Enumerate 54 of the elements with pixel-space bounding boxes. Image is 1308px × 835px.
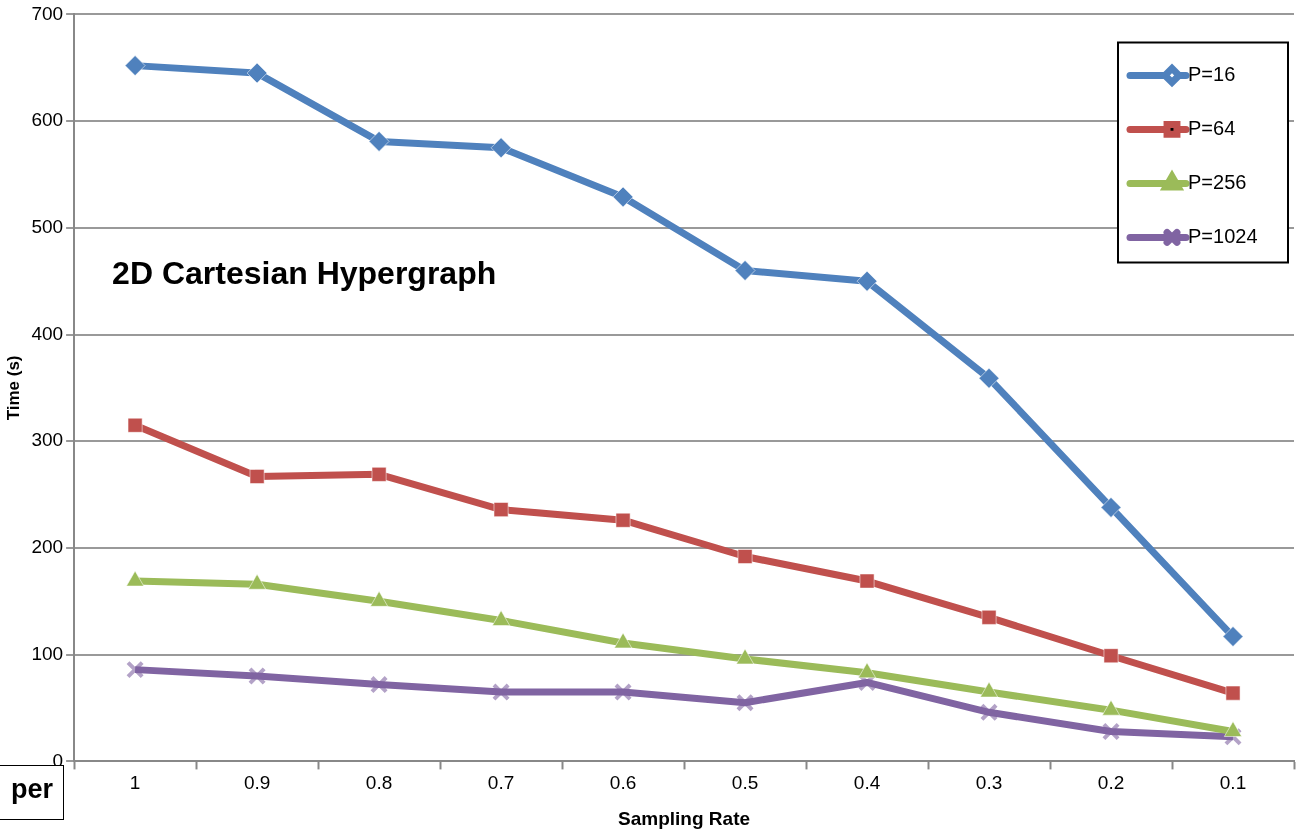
- legend-label: P=16: [1188, 62, 1236, 85]
- point: [1101, 722, 1121, 741]
- y-tick-label: 200: [31, 536, 64, 558]
- point: [1223, 721, 1243, 738]
- x-tick-label: 0.4: [853, 772, 881, 794]
- y-tick-label: 500: [31, 216, 64, 238]
- point: [246, 62, 268, 84]
- point: [978, 367, 1000, 389]
- legend-label: P=64: [1188, 116, 1236, 139]
- point: [979, 703, 999, 722]
- y-tick-label: 600: [31, 109, 64, 131]
- point: [613, 682, 633, 702]
- point: [859, 573, 875, 589]
- text: 2D Cartesian Hypergraph: [112, 254, 497, 291]
- x-tick-label: 1: [129, 772, 141, 794]
- point: [1225, 685, 1241, 701]
- x-axis-title: Sampling Rate: [618, 807, 751, 829]
- point: [127, 417, 143, 433]
- point: [856, 270, 878, 292]
- x-tick-label: 0.2: [1097, 772, 1125, 794]
- x-tick-label: 0.6: [609, 772, 637, 794]
- point: [491, 682, 511, 702]
- point: [737, 548, 753, 565]
- point: [615, 512, 631, 528]
- point: [1103, 648, 1119, 664]
- y-axis-title: Time (s): [3, 355, 23, 421]
- point: [490, 137, 512, 159]
- text: per: [11, 774, 54, 804]
- point: [491, 610, 511, 627]
- y-tick-label: 700: [31, 2, 64, 24]
- point: [371, 466, 387, 482]
- x-tick-label: 0.1: [1219, 772, 1247, 794]
- point: [612, 186, 634, 208]
- x-tick-label: 0.9: [243, 772, 271, 794]
- x-tick-label: 0.7: [487, 772, 515, 794]
- point: [493, 501, 509, 518]
- point: [368, 130, 390, 152]
- point: [735, 693, 755, 712]
- y-tick-label: 400: [31, 322, 64, 344]
- point: [981, 609, 997, 625]
- point: [370, 675, 389, 694]
- x-tick-label: 0.8: [365, 772, 393, 794]
- point: [734, 260, 756, 282]
- legend-label: P=1024: [1188, 224, 1258, 247]
- point: [1100, 496, 1122, 518]
- y-tick-label: 300: [31, 429, 64, 451]
- point: [249, 468, 265, 485]
- x-tick-label: 0.3: [975, 772, 1003, 794]
- legend-label: P=256: [1188, 170, 1247, 193]
- y-tick-label: 100: [31, 642, 64, 664]
- point: [248, 666, 267, 686]
- x-tick-label: 0.5: [731, 772, 759, 794]
- point: [124, 55, 146, 77]
- point: [1222, 626, 1244, 648]
